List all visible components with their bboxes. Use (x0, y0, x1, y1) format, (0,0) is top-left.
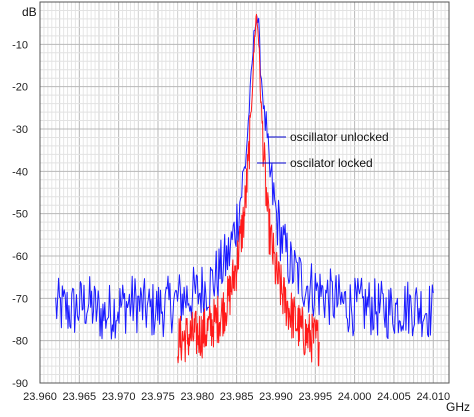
y-tick-label: -20 (12, 82, 28, 94)
y-tick-label: -10 (12, 39, 28, 51)
y-tick-label: -70 (12, 293, 28, 305)
x-tick-label: 23.985 (220, 391, 254, 403)
x-tick-label: 23.970 (102, 391, 136, 403)
x-tick-label: 23.980 (180, 391, 214, 403)
plot-border (39, 1, 450, 384)
x-tick-label: 24.010 (416, 391, 450, 403)
x-tick-label: 24.000 (338, 391, 372, 403)
y-tick-label: -90 (12, 378, 28, 390)
y-tick-label: -80 (12, 336, 28, 348)
series-line-2 (177, 13, 320, 367)
y-tick-label: -50 (12, 209, 28, 221)
y-tick-label: -30 (12, 124, 28, 136)
plot-frame (39, 1, 450, 384)
annotation-unlocked: oscillator unlocked (290, 130, 389, 144)
x-tick-label: 23.995 (298, 391, 332, 403)
series-group (55, 13, 434, 367)
x-tick-label: 23.965 (62, 391, 96, 403)
series-line-1 (55, 15, 434, 340)
y-tick-label: -40 (12, 166, 28, 178)
y-tick-label: -60 (12, 251, 28, 263)
x-unit-label: GHz (446, 400, 470, 414)
x-tick-label: 23.990 (259, 391, 293, 403)
y-unit-label: dB (22, 5, 37, 19)
annotation-locked: oscilator locked (290, 156, 373, 170)
x-tick-label: 23.960 (23, 391, 57, 403)
x-tick-label: 23.975 (141, 391, 175, 403)
x-tick-label: 24.005 (377, 391, 411, 403)
